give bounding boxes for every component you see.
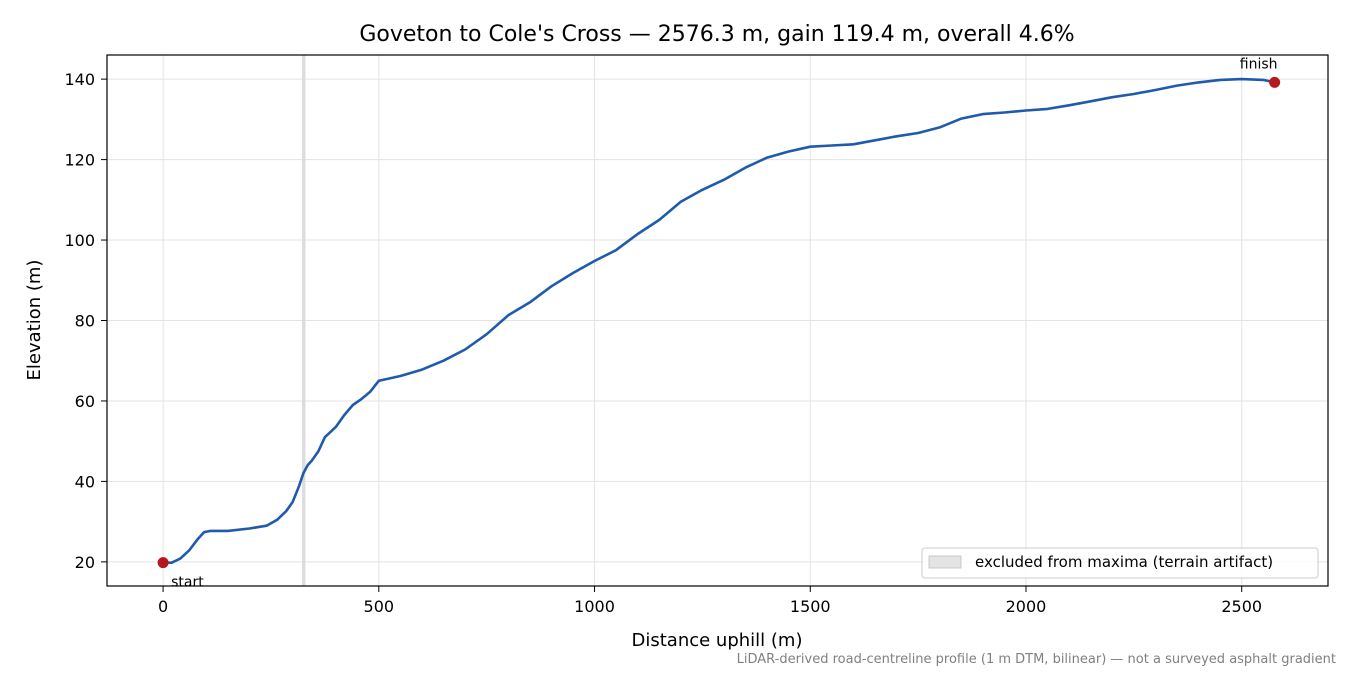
- y-axis-label: Elevation (m): [24, 260, 45, 381]
- y-tick-label: 20: [75, 553, 95, 572]
- series-layer: [163, 77, 1275, 564]
- y-tick-label: 40: [75, 472, 95, 491]
- x-tick-label: 2500: [1221, 597, 1262, 616]
- x-tick-label: 1500: [790, 597, 831, 616]
- x-axis-label: Distance uphill (m): [632, 630, 803, 651]
- start-marker: [157, 557, 169, 569]
- start-label: start: [171, 575, 204, 591]
- footnote: LiDAR-derived road-centreline profile (1…: [736, 652, 1336, 667]
- x-tick-label: 1000: [574, 597, 615, 616]
- x-tick-label: 0: [158, 597, 168, 616]
- y-tick-label: 140: [64, 70, 95, 89]
- y-tick-label: 60: [75, 392, 95, 411]
- legend: excluded from maxima (terrain artifact): [921, 547, 1319, 579]
- x-tick-label: 500: [364, 597, 395, 616]
- legend-label: excluded from maxima (terrain artifact): [975, 553, 1273, 571]
- y-tick-label: 120: [64, 151, 95, 170]
- y-tick-label: 100: [64, 231, 95, 250]
- legend-box: [921, 547, 1319, 579]
- x-axis-ticks: 0 500 1000 1500 2000 2500: [158, 586, 1262, 616]
- elevation-line: [163, 77, 1275, 564]
- y-tick-label: 80: [75, 312, 95, 331]
- legend-swatch: [928, 555, 962, 569]
- marker-layer: start finish: [157, 56, 1281, 591]
- chart-title: Goveton to Cole's Cross — 2576.3 m, gain…: [359, 22, 1074, 47]
- grid-lines: [107, 55, 1328, 586]
- finish-marker: [1269, 76, 1281, 88]
- finish-label: finish: [1240, 56, 1278, 72]
- y-axis-ticks: 20 40 60 80 100 120 140: [64, 70, 107, 572]
- excluded-band-layer: [302, 55, 306, 586]
- x-tick-label: 2000: [1006, 597, 1047, 616]
- excluded-band: [302, 55, 306, 586]
